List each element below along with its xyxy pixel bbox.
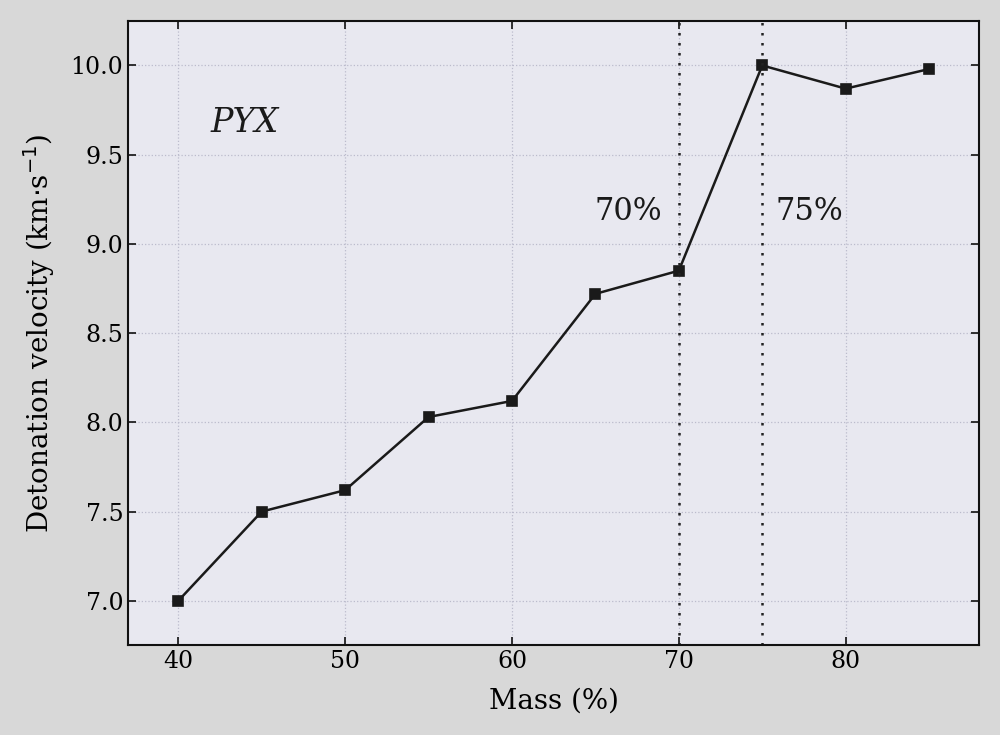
Text: PYX: PYX (211, 107, 279, 139)
Text: 70%: 70% (595, 196, 662, 227)
Y-axis label: Detonation velocity (km$\cdot$s$^{-1}$): Detonation velocity (km$\cdot$s$^{-1}$) (21, 133, 57, 533)
X-axis label: Mass (%): Mass (%) (489, 687, 619, 714)
Text: 75%: 75% (776, 196, 843, 227)
